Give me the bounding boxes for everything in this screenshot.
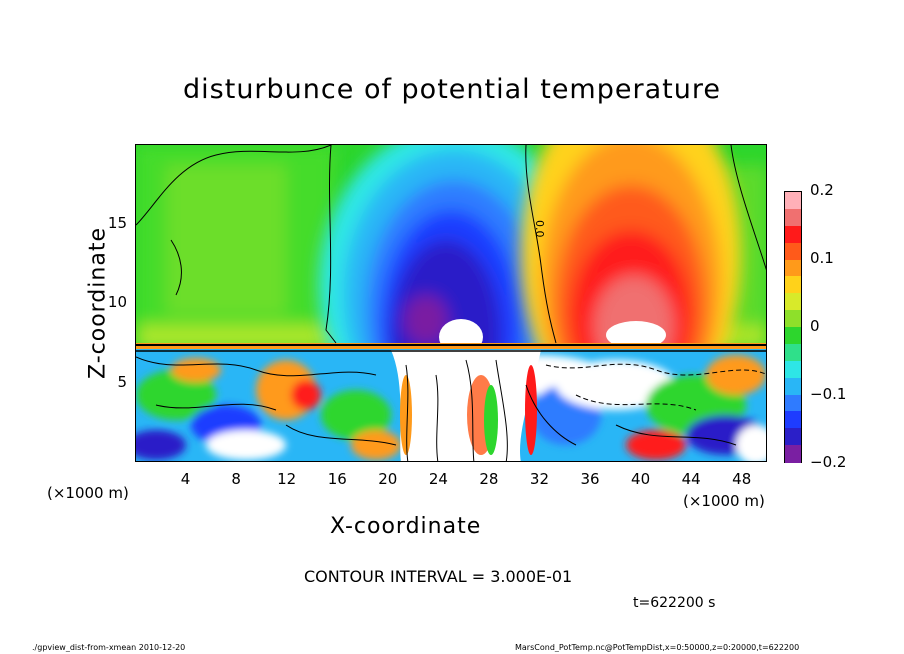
colorbar-band (785, 310, 801, 328)
x-tick-label: 4 (180, 470, 191, 488)
colorbar-band (785, 394, 801, 412)
x-tick-label: 40 (631, 470, 651, 488)
colorbar-band (785, 208, 801, 227)
time-label: t=622200 s (633, 595, 716, 611)
footer-right: MarsCond_PotTemp.nc@PotTempDist,x=0:5000… (515, 643, 800, 652)
x-tick-label: 16 (327, 470, 347, 488)
warm-cap (606, 321, 666, 349)
x-tick-label: 44 (681, 470, 701, 488)
y-tick-label: 15 (107, 213, 127, 232)
x-tick-label: 32 (529, 470, 550, 488)
x-tick-label: 12 (277, 470, 297, 488)
contour-interval-text: CONTOUR INTERVAL = 3.000E-01 (304, 567, 573, 586)
x-tick-label: 8 (231, 470, 241, 488)
colorbar-band (785, 377, 801, 395)
colorbar-band (785, 259, 801, 277)
x-tick-label: 20 (378, 470, 398, 488)
colorbar-tick-label: −0.2 (810, 453, 847, 471)
x-unit-label-left: (×1000 m) (47, 484, 129, 502)
colorbar-band (785, 242, 801, 260)
colorbar-band (785, 293, 801, 311)
colorbar-band (785, 327, 801, 345)
plot-area: 0.0 (135, 144, 767, 462)
x-tick-label: 24 (428, 470, 448, 488)
colorbar-tick-label: −0.1 (810, 385, 847, 403)
colorbar-tick-label: 0.1 (810, 249, 834, 267)
colorbar-band (785, 192, 801, 210)
colorbar-band (785, 225, 801, 244)
x-unit-label-right: (×1000 m) (683, 492, 765, 510)
y-axis-label: Z-coordinate (85, 227, 111, 379)
x-tick-label: 36 (580, 470, 600, 488)
contour-lines (136, 145, 766, 461)
x-tick-label: 28 (479, 470, 499, 488)
lower-layer (136, 349, 766, 461)
footer-left: ./gpview_dist-from-xmean 2010-12-20 (32, 643, 186, 652)
heatmap-plot: 0.0 (136, 145, 766, 461)
colorbar-tick-label: 0 (810, 317, 820, 335)
x-axis-label: X-coordinate (330, 514, 482, 539)
colorbar-band (785, 343, 801, 362)
colorbar (784, 191, 802, 463)
y-tick-label: 5 (117, 372, 127, 391)
colorbar-band (785, 411, 801, 429)
colorbar-band (785, 276, 801, 294)
y-tick-label: 10 (107, 293, 127, 311)
chart-title: disturbunce of potential temperature (183, 74, 721, 105)
x-tick-label: 48 (732, 470, 752, 488)
colorbar-band (785, 445, 801, 463)
colorbar-band (785, 360, 801, 379)
contour-label: 0.0 (533, 220, 546, 238)
colorbar-band (785, 428, 801, 446)
colorbar-tick-label: 0.2 (810, 181, 834, 199)
